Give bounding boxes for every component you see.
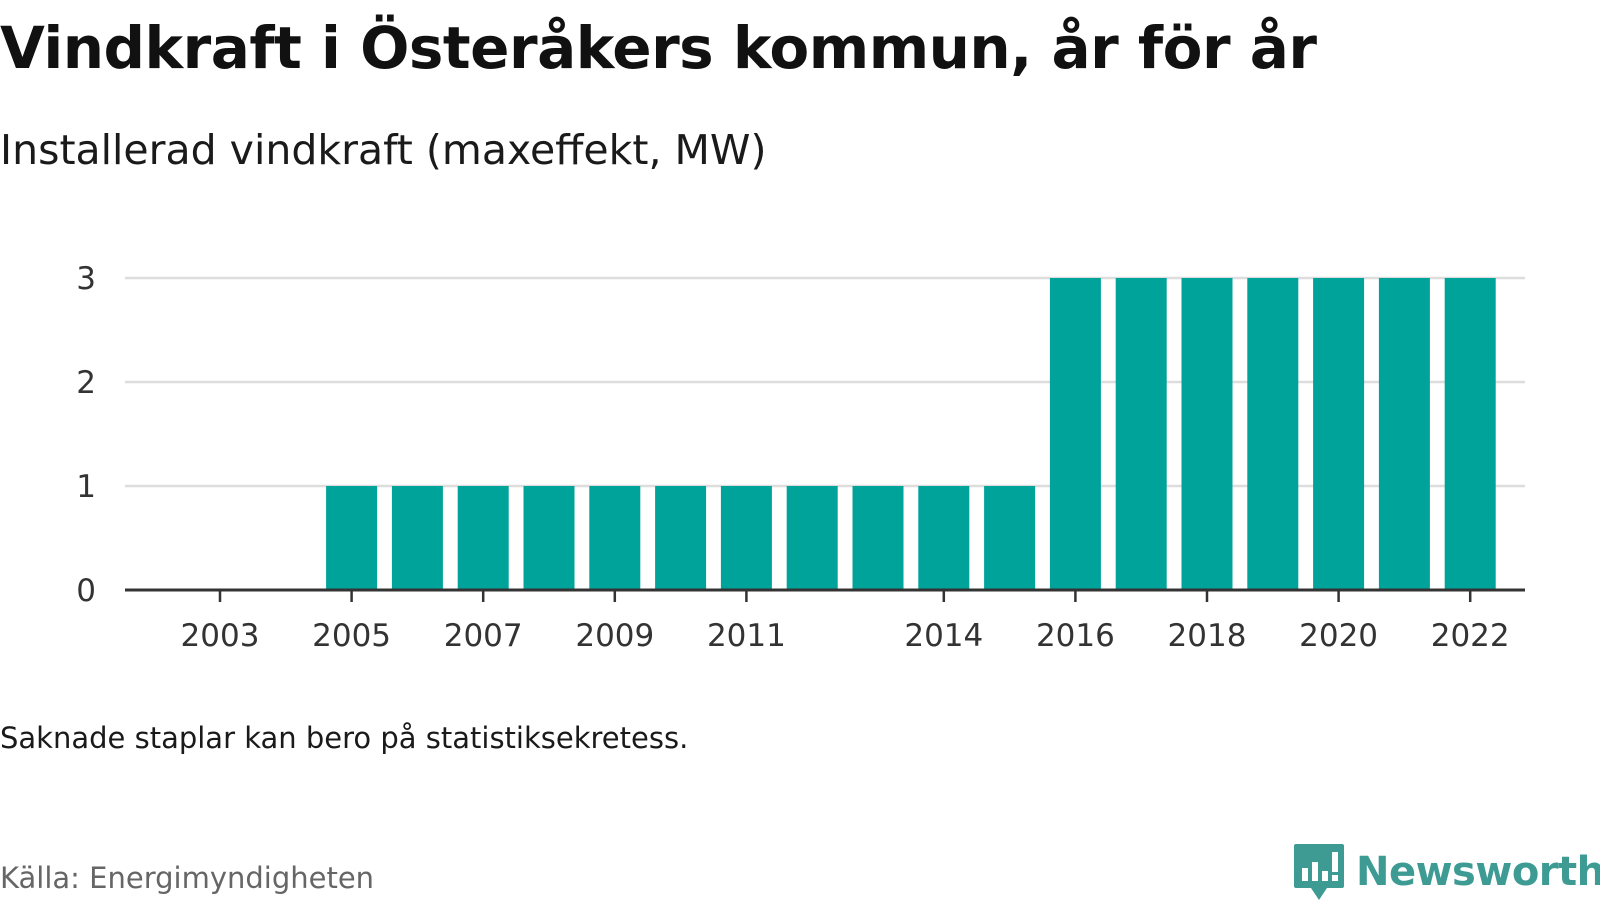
x-tick-label-2014: 2014 <box>904 618 983 654</box>
x-tick-label-2018: 2018 <box>1168 618 1247 654</box>
y-tick-label-0: 0 <box>76 573 96 609</box>
bar-2011 <box>720 486 772 590</box>
x-tick-label-2009: 2009 <box>575 618 654 654</box>
bar-2016 <box>1049 278 1101 590</box>
x-tick-label-2016: 2016 <box>1036 618 1115 654</box>
x-tick-label-2020: 2020 <box>1299 618 1378 654</box>
bar-2019 <box>1247 278 1299 590</box>
bar-2017 <box>1115 278 1167 590</box>
bar-2012 <box>786 486 838 590</box>
bar-chart-speech-bubble-icon <box>1294 844 1344 900</box>
x-tick-label-2003: 2003 <box>181 618 260 654</box>
x-tick-label-2011: 2011 <box>707 618 786 654</box>
bar-2022 <box>1444 278 1496 590</box>
y-tick-label-2: 2 <box>76 365 96 401</box>
y-tick-label-3: 3 <box>76 261 96 297</box>
chart-title: Vindkraft i Österåkers kommun, år för år <box>0 14 1317 82</box>
x-tick-label-2007: 2007 <box>444 618 523 654</box>
bar-2007 <box>457 486 509 590</box>
source-credit: Källa: Energimyndigheten <box>0 861 375 895</box>
x-tick-label-2022: 2022 <box>1431 618 1510 654</box>
bar-2018 <box>1181 278 1233 590</box>
bar-2020 <box>1313 278 1365 590</box>
x-tick-label-2005: 2005 <box>312 618 391 654</box>
brand-name: Newsworthy <box>1356 849 1600 895</box>
bar-2006 <box>391 486 443 590</box>
bar-2009 <box>589 486 641 590</box>
footnote: Saknade staplar kan bero på statistiksek… <box>0 721 689 755</box>
bar-2015 <box>984 486 1036 590</box>
bar-2005 <box>326 486 378 590</box>
bar-2008 <box>523 486 575 590</box>
bar-chart: 0 1 2 3 2003 2005 2007 2009 2011 2014 2016 2018 2020… <box>76 261 1525 654</box>
newsworthy-logo: Newsworthy <box>1292 842 1600 902</box>
y-tick-label-1: 1 <box>76 469 96 505</box>
bar-2010 <box>655 486 707 590</box>
bar-2014 <box>918 486 970 590</box>
chart-subtitle: Installerad vindkraft (maxeffekt, MW) <box>0 126 767 174</box>
bar-2021 <box>1378 278 1430 590</box>
bar-2013 <box>852 486 904 590</box>
